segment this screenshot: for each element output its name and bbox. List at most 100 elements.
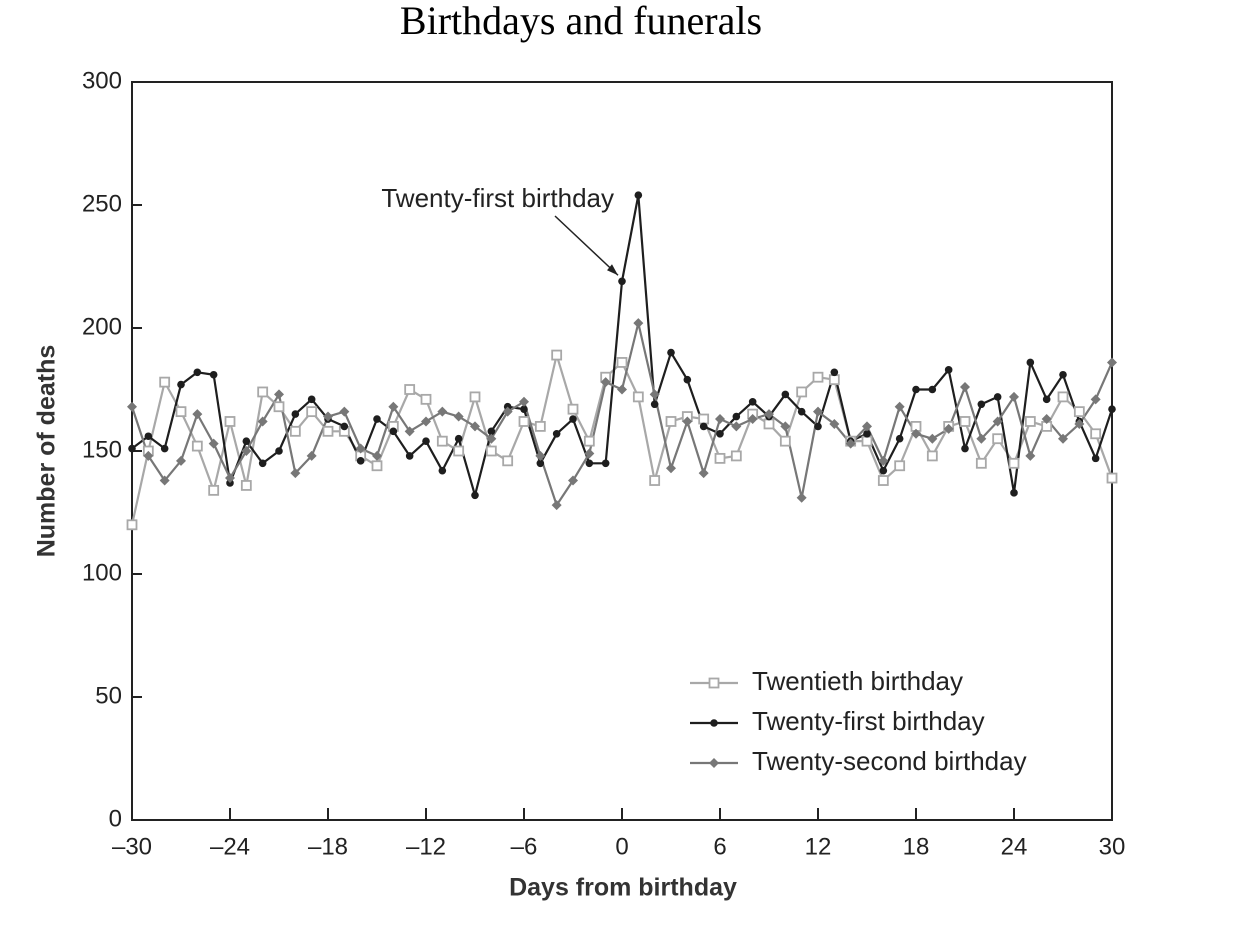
marker [861,435,873,447]
marker [177,380,185,389]
marker [569,415,577,423]
marker [600,377,611,388]
marker [649,475,661,486]
marker [470,421,480,432]
marker [878,455,889,466]
marker [993,393,1002,401]
marker [436,435,448,447]
marker [1042,395,1051,404]
marker [583,435,595,447]
marker [748,398,757,406]
legend-marker [710,719,718,727]
marker [487,427,496,436]
marker [454,434,463,443]
marker [959,416,971,427]
marker [306,450,317,461]
marker [339,406,350,417]
marker [943,423,954,434]
x-tick-label: –6 [511,833,538,860]
marker [209,370,218,379]
marker [877,475,889,486]
marker [453,445,465,457]
marker [274,389,284,400]
marker [764,409,774,420]
marker [585,459,594,468]
marker [552,429,561,438]
chart-title: Birthdays and funerals [400,0,762,43]
marker [224,416,236,427]
marker [632,391,644,403]
marker [992,416,1003,427]
marker [536,459,545,468]
marker [781,390,790,399]
marker [944,366,953,374]
marker [796,492,807,503]
marker [289,425,301,437]
marker [828,374,840,386]
marker [291,410,300,418]
y-tick-label: 150 [82,436,122,463]
marker [568,475,578,486]
marker [1057,391,1069,403]
marker [273,401,285,413]
legend-marker [709,758,719,768]
marker [716,429,724,438]
x-tick-label: –18 [308,833,348,860]
legend-label: Twenty-second birthday [752,746,1027,776]
marker [780,421,791,432]
marker [176,455,186,466]
y-tick-label: 50 [95,682,122,709]
marker [601,459,610,468]
marker [829,418,840,429]
marker [1026,358,1035,367]
marker [323,411,333,422]
marker [519,396,529,407]
marker [912,385,920,394]
marker [1073,406,1085,418]
y-tick-label: 0 [109,805,122,832]
x-tick-label: 18 [903,833,930,860]
marker [1009,391,1019,402]
marker [699,422,708,431]
marker [389,427,398,436]
annotation: Twenty-first birthday [381,183,614,213]
marker [241,446,252,456]
marker [208,438,219,449]
marker [1058,433,1068,444]
x-axis-label: Days from birthday [509,874,737,902]
marker [1008,457,1020,469]
marker [862,421,872,432]
marker [1090,394,1101,405]
marker [796,386,808,398]
marker [960,382,970,393]
marker [975,457,987,469]
x-tick-label: –12 [406,833,446,860]
marker [1090,428,1102,440]
marker [1074,418,1085,429]
marker [1108,405,1116,413]
x-tick-label: 0 [615,833,628,860]
x-tick-label: 6 [713,833,726,860]
marker [698,468,709,479]
y-tick-label: 300 [82,67,122,94]
marker [567,403,579,415]
marker [617,384,627,395]
marker [438,466,447,475]
marker [1025,450,1036,461]
marker [1106,472,1118,484]
marker [961,444,969,453]
series-line [130,321,1114,507]
marker [747,414,758,425]
marker [911,428,921,439]
marker [453,411,464,422]
marker [143,450,154,461]
marker [976,433,987,444]
marker [797,407,806,416]
marker [1041,414,1052,425]
marker [290,468,301,479]
marker [649,389,660,400]
y-tick-label: 250 [82,190,122,217]
marker [502,406,513,417]
marker [534,420,546,432]
